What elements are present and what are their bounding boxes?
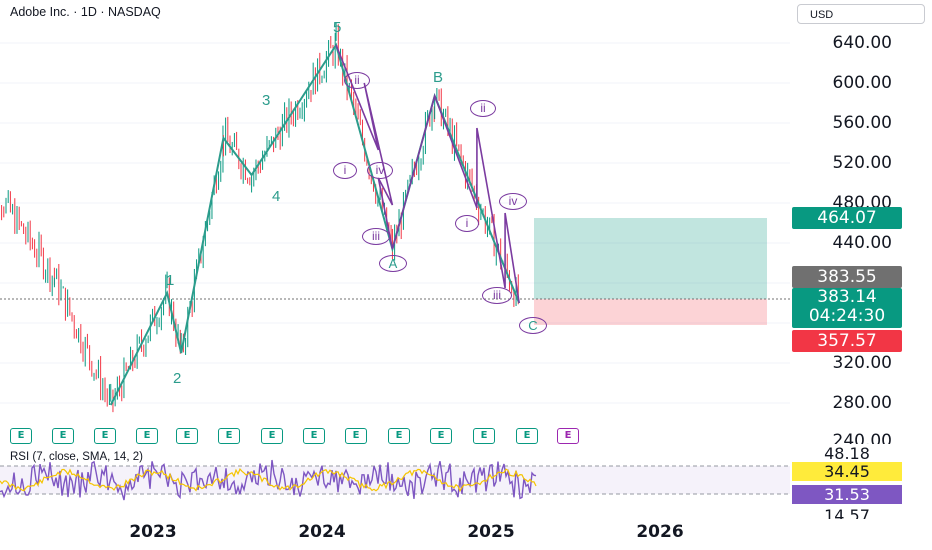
earnings-marker[interactable]: E [473, 428, 495, 444]
prev-close-badge: 383.55 [792, 266, 902, 288]
rsi-title: RSI (7, close, SMA, 14, 2) [10, 451, 143, 463]
subwave-iv: iv [367, 162, 393, 179]
rsi-upper-value: 48.18 [792, 444, 902, 463]
stop-price-badge: 357.57 [792, 330, 902, 352]
earnings-marker[interactable]: E [430, 428, 452, 444]
rsi-sma-line [0, 468, 537, 493]
price-tick: 640.00 [832, 33, 892, 53]
rsi-pane [0, 459, 790, 501]
earnings-marker[interactable]: E [218, 428, 240, 444]
subwave-i: i [333, 162, 357, 179]
currency-selector[interactable]: USD [797, 4, 925, 24]
wave-label-5: 5 [333, 19, 342, 36]
target-zone [534, 218, 767, 299]
target-price-badge: 464.07 [792, 207, 902, 229]
rsi-value-badge: 34.45 [792, 462, 902, 481]
subwave-iii: iii [482, 287, 512, 304]
wave-label-A: A [379, 255, 407, 272]
wave-label-1: 1 [166, 272, 175, 289]
earnings-marker[interactable]: E [52, 428, 74, 444]
price-tick: 520.00 [832, 153, 892, 173]
price-tick: 440.00 [832, 233, 892, 253]
earnings-marker[interactable]: E [261, 428, 283, 444]
time-tick: 2023 [129, 522, 177, 542]
subwave-iv: iv [499, 193, 527, 210]
earnings-marker[interactable]: E [176, 428, 198, 444]
earnings-marker[interactable]: E [10, 428, 32, 444]
rsi-line [0, 459, 537, 501]
earnings-marker[interactable]: E [94, 428, 116, 444]
earnings-marker[interactable]: E [136, 428, 158, 444]
price-tick: 280.00 [832, 393, 892, 413]
price-tick: 560.00 [832, 113, 892, 133]
subwave-line [335, 44, 520, 304]
subwave-i: i [455, 215, 479, 232]
last-price-badge: 383.14 04:24:30 [792, 288, 902, 328]
countdown: 04:24:30 [808, 306, 886, 326]
earnings-marker[interactable]: E [516, 428, 538, 444]
wave-label-4: 4 [272, 188, 281, 205]
time-tick: 2025 [467, 522, 515, 542]
stop-zone [534, 299, 767, 325]
rsi-sma-badge: 31.53 [792, 485, 902, 504]
time-tick: 2024 [298, 522, 346, 542]
subwave-ii: ii [344, 72, 370, 89]
last-price-value: 383.14 [817, 287, 877, 307]
wave-label-3: 3 [262, 92, 271, 109]
time-tick: 2026 [636, 522, 684, 542]
wave-label-C: C [519, 317, 547, 334]
wave-label-2: 2 [173, 370, 182, 387]
rsi-lower-value: 14.57 [824, 507, 870, 519]
earnings-marker-upcoming[interactable]: E [557, 428, 579, 444]
earnings-marker[interactable]: E [345, 428, 367, 444]
chart-title: Adobe Inc. · 1D · NASDAQ [10, 5, 161, 19]
wave-label-B: B [433, 69, 444, 86]
price-tick: 320.00 [832, 353, 892, 373]
subwave-iii: iii [362, 228, 390, 245]
price-tick: 600.00 [832, 73, 892, 93]
earnings-marker[interactable]: E [388, 428, 410, 444]
subwave-ii: ii [470, 100, 496, 117]
earnings-marker[interactable]: E [303, 428, 325, 444]
